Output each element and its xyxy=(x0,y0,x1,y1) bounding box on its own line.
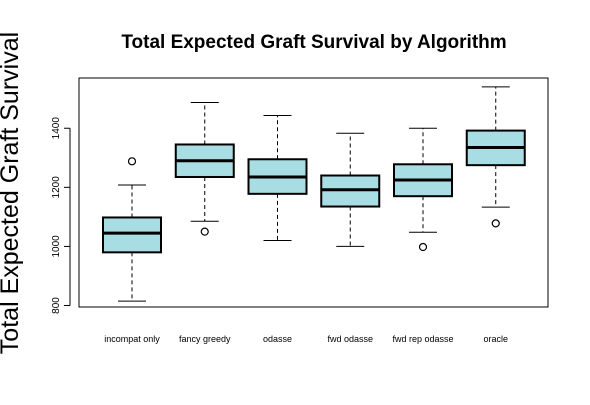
x-category-label: odasse xyxy=(263,334,292,344)
y-axis-label: Total Expected Graft Survival xyxy=(0,32,24,354)
y-tick-label: 800 xyxy=(51,297,62,314)
x-category-label: incompat only xyxy=(104,334,160,344)
outlier-point xyxy=(127,157,137,166)
plot-frame xyxy=(78,77,549,308)
box-5 xyxy=(393,127,453,252)
x-category-label: fwd rep odasse xyxy=(392,334,453,344)
box-6 xyxy=(465,86,526,228)
y-axis: 800 1000 1200 1400 xyxy=(51,117,71,314)
box-4 xyxy=(320,132,381,247)
outlier-point xyxy=(491,219,500,228)
y-tick-label: 1000 xyxy=(51,235,62,258)
chart-title: Total Expected Graft Survival by Algorit… xyxy=(121,32,506,53)
y-tick-label: 1400 xyxy=(51,117,62,140)
box-2 xyxy=(174,102,235,236)
x-category-label: fancy greedy xyxy=(179,334,231,344)
x-category-label: oracle xyxy=(483,334,508,344)
y-tick-label: 1200 xyxy=(51,176,62,199)
x-axis-labels: incompat only fancy greedy odasse fwd odass… xyxy=(104,334,508,344)
iqr-box xyxy=(102,216,162,254)
x-category-label: fwd odasse xyxy=(327,334,373,344)
box-1 xyxy=(102,157,162,302)
outlier-point xyxy=(418,242,428,252)
outlier-point xyxy=(200,227,209,236)
box-group xyxy=(102,86,526,302)
box-3 xyxy=(247,115,308,242)
